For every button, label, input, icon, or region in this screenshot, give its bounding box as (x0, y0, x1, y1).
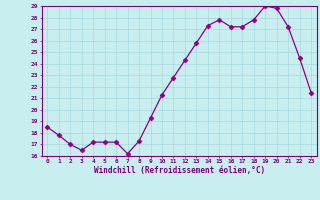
X-axis label: Windchill (Refroidissement éolien,°C): Windchill (Refroidissement éolien,°C) (94, 166, 265, 175)
